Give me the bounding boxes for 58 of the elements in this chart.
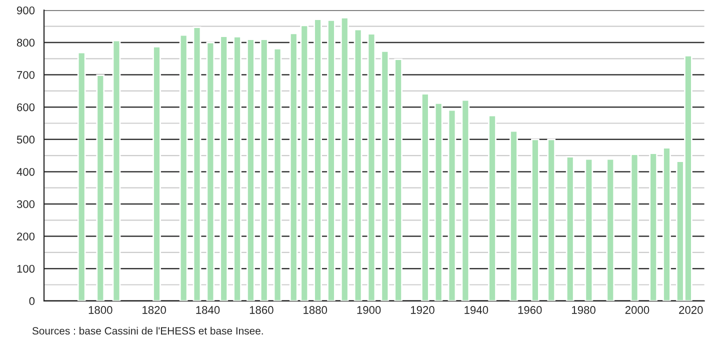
bar <box>179 34 188 301</box>
x-tick-label: 2020 <box>679 306 703 314</box>
bar <box>233 36 242 301</box>
bar <box>448 109 456 301</box>
x-tick-label: 1840 <box>196 306 220 314</box>
bar <box>394 58 403 301</box>
bar <box>152 46 161 301</box>
x-tick-label: 1940 <box>464 306 488 314</box>
bar <box>367 33 376 301</box>
x-tick-label: 1900 <box>357 306 381 314</box>
y-tick-label: 100 <box>17 264 35 273</box>
bar <box>649 152 658 301</box>
bar <box>314 18 322 301</box>
bar <box>566 156 574 301</box>
bar <box>531 138 540 301</box>
bar <box>584 158 594 301</box>
y-tick-label: 500 <box>16 136 35 144</box>
bar <box>289 32 298 301</box>
source-note: Sources : base Cassini de l'EHESS et base Insee. <box>32 326 263 335</box>
bar <box>488 114 496 301</box>
y-tick-label: 600 <box>17 103 35 112</box>
y-tick-label: 800 <box>16 38 35 47</box>
bar <box>300 24 309 301</box>
bar <box>434 102 443 301</box>
bar <box>461 99 470 301</box>
y-tick-label: 700 <box>17 71 35 79</box>
x-tick-label: 1800 <box>88 306 112 314</box>
x-tick-label: 1820 <box>142 306 166 314</box>
bar <box>96 74 105 301</box>
y-tick-label: 0 <box>29 297 35 306</box>
bar <box>220 36 228 301</box>
bar <box>510 130 518 301</box>
bar <box>246 38 255 301</box>
x-tick-label: 1960 <box>518 306 542 314</box>
bar <box>260 38 268 301</box>
x-tick-label: 1980 <box>572 306 596 314</box>
bar <box>112 40 121 301</box>
bar <box>606 158 615 301</box>
bar <box>273 48 282 301</box>
bar <box>662 147 671 301</box>
x-tick-label: 1860 <box>250 306 274 314</box>
bar <box>630 154 639 301</box>
bar <box>380 50 390 301</box>
bar <box>354 28 362 301</box>
bar <box>420 93 430 301</box>
x-tick-label: 1920 <box>410 306 434 314</box>
bar <box>77 52 86 301</box>
y-tick-label: 400 <box>16 168 35 176</box>
bar <box>340 16 349 301</box>
bar <box>206 42 215 301</box>
bar <box>327 20 336 301</box>
x-tick-label: 1880 <box>304 306 328 314</box>
x-tick-label: 2000 <box>625 306 650 314</box>
bar <box>192 26 202 301</box>
bar <box>547 138 556 301</box>
y-tick-label: 200 <box>17 232 35 240</box>
y-tick-label: 900 <box>16 6 35 14</box>
y-tick-label: 300 <box>16 200 35 208</box>
